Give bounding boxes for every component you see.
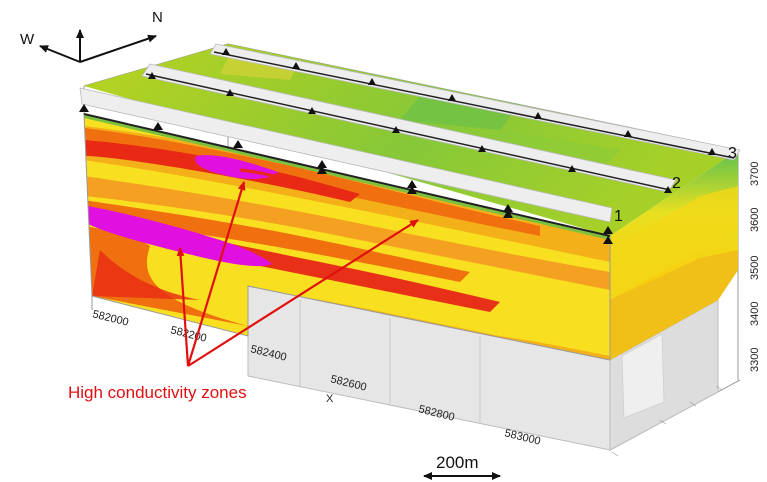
x-tick-582200: 582200 — [169, 324, 208, 345]
anomaly-deep — [88, 206, 272, 267]
scale-bar-label: 200m — [436, 453, 479, 472]
annotation-arrows — [176, 181, 419, 367]
z-tick-3400: 3400 — [749, 302, 761, 326]
profile-line-label-1: 1 — [614, 208, 623, 225]
profile-line-1 — [79, 87, 613, 237]
z-tick-3500: 3500 — [749, 256, 761, 280]
profile-line-3 — [209, 43, 741, 161]
electrode-markers — [79, 48, 716, 244]
model-right-face — [610, 150, 738, 360]
profile-line-label-2: 2 — [672, 175, 681, 192]
x-tick-582000: 582000 — [91, 308, 130, 329]
z-tick-3300: 3300 — [749, 348, 761, 372]
z-axis: 3700 3600 3500 3400 3300 — [749, 162, 761, 372]
lower-block — [247, 285, 719, 451]
y-axis-ticks — [611, 385, 723, 457]
compass-west-label: W — [20, 31, 35, 48]
scale-bar: 200m — [423, 453, 501, 480]
x-axis-title: X — [326, 393, 334, 405]
z-tick-3600: 3600 — [749, 208, 761, 232]
compass: W N — [20, 9, 163, 63]
annotation-label: High conductivity zones — [68, 383, 247, 402]
z-tick-3700: 3700 — [749, 162, 761, 186]
profile-line-label-3: 3 — [728, 145, 737, 162]
compass-north-label: N — [152, 9, 163, 26]
